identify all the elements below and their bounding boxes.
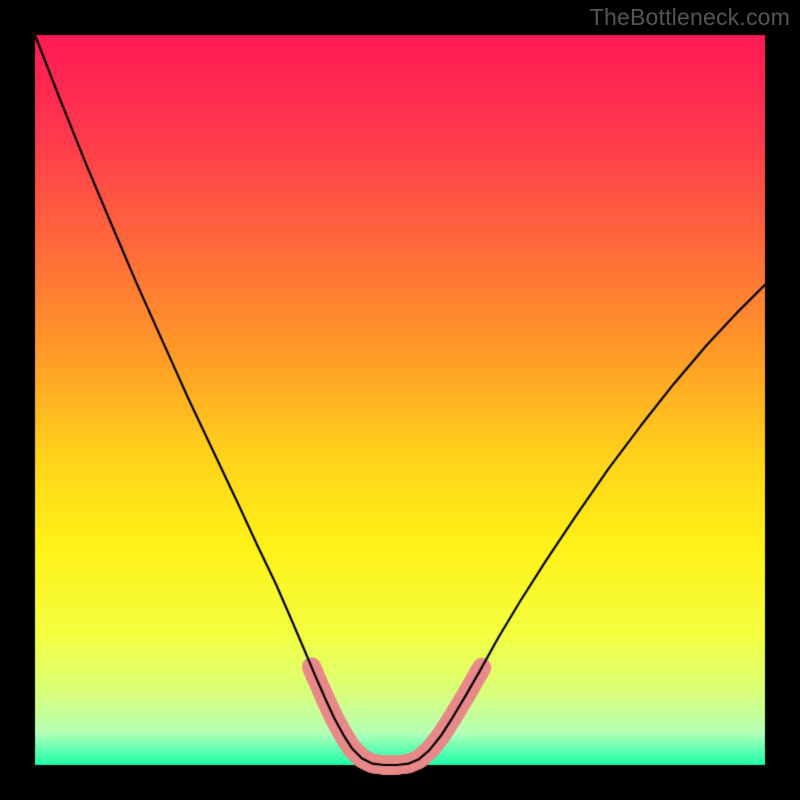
bottleneck-curve-chart <box>0 0 800 800</box>
chart-container: TheBottleneck.com <box>0 0 800 800</box>
watermark-text: TheBottleneck.com <box>590 4 790 31</box>
